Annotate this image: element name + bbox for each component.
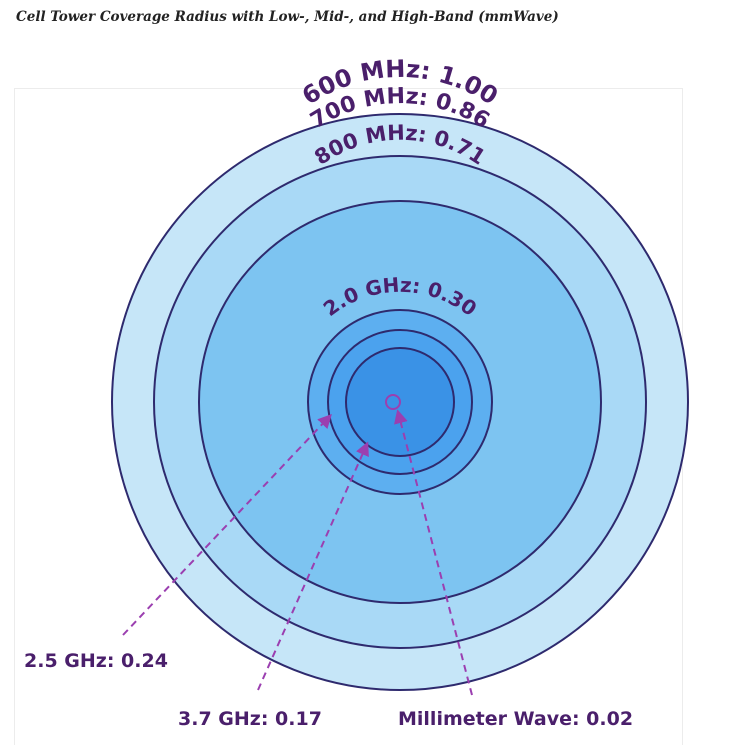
pointer-2-5ghz [122,413,332,636]
callout-2-5ghz: 2.5 GHz: 0.24 [24,650,168,672]
figure-caption: Cell Tower Coverage Radius with Low-, Mi… [16,9,559,25]
pointer-3-7ghz [257,441,369,691]
ring-mmwave [385,394,401,410]
callout-3-7ghz: 3.7 GHz: 0.17 [178,708,322,730]
callout-mmwave: Millimeter Wave: 0.02 [398,708,633,730]
pointer-mmwave [394,409,473,696]
